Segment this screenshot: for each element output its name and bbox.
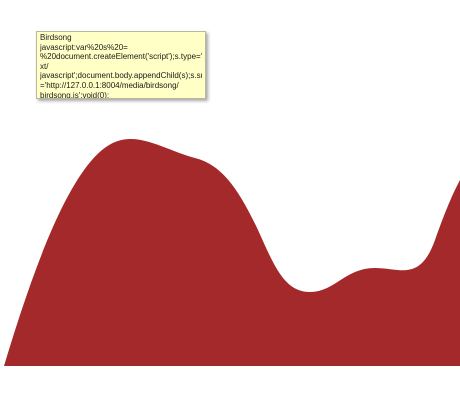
tooltip-line: xt/ — [40, 61, 49, 71]
tooltip-line: javascript';document.body.appendChild(s)… — [40, 71, 202, 81]
tooltip-line: javascript:var%20s%20= — [40, 42, 128, 52]
tooltip-line: birdsong.js';void(0); — [40, 90, 110, 99]
tooltip-title: Birdsong — [40, 33, 72, 42]
tooltip-line: %20document.createElement('script');s.ty… — [40, 52, 202, 62]
tooltip-line: ='http://127.0.0.1:8004/media/birdsong/ — [40, 80, 179, 90]
wave-area-shape — [4, 139, 460, 366]
bookmarklet-tooltip: Birdsong javascript:var%20s%20= %20docum… — [36, 31, 206, 99]
